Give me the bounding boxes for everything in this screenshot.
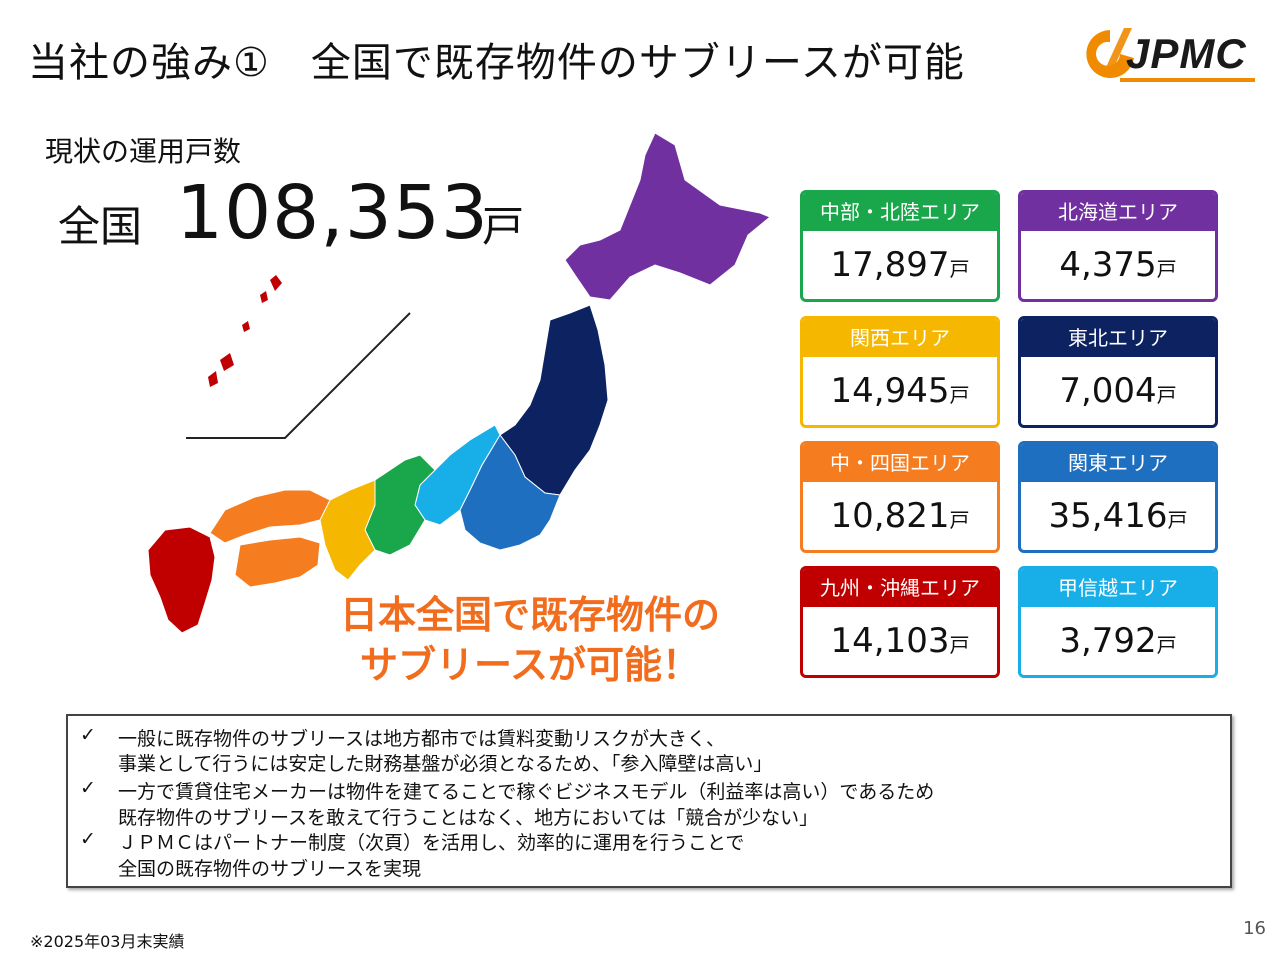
region-card-title: 北海道エリア (1021, 193, 1215, 231)
region-card-value: 7,004 (1059, 371, 1157, 411)
hokkaido-region (564, 132, 771, 301)
callout-line-1: 日本全国で既存物件の (339, 593, 720, 637)
footnote: ※2025年03月末実績 (30, 932, 185, 951)
chugoku-shikoku-region (209, 489, 331, 544)
region-card-value: 17,897 (830, 245, 950, 285)
region-card-value-wrap: 14,103戸 (803, 607, 997, 675)
region-card-koshinetsu: 甲信越エリア 3,792戸 (1018, 566, 1218, 678)
region-card-unit: 戸 (1156, 383, 1177, 407)
company-logo: JPMC (1080, 24, 1260, 84)
region-card-title: 中・四国エリア (803, 444, 997, 482)
region-card-unit: 戸 (949, 633, 970, 657)
kyushu-region (147, 526, 216, 634)
region-card-value-wrap: 3,792戸 (1021, 607, 1215, 675)
total-unit: 戸 (482, 202, 525, 251)
region-card-value-wrap: 14,945戸 (803, 357, 997, 425)
region-card-title: 中部・北陸エリア (803, 193, 997, 231)
japan-map (147, 132, 771, 634)
check-icon: ✓ (80, 724, 96, 746)
note-line: ＪＰＭＣはパートナー制度（次頁）を活用し、効率的に運用を行うことで (118, 832, 745, 854)
okinawa-region (208, 275, 282, 387)
note-line: 既存物件のサブリースを敢えて行うことはなく、地方においては「競合が少ない」 (118, 807, 819, 829)
region-card-unit: 戸 (1156, 257, 1177, 281)
logo-underline (1120, 78, 1255, 82)
notes-box: ✓ 一般に既存物件のサブリースは地方都市では賃料変動リスクが大きく、 事業として… (66, 714, 1232, 888)
region-card-title: 東北エリア (1021, 319, 1215, 357)
region-card-tohoku: 東北エリア 7,004戸 (1018, 316, 1218, 428)
note-line: 一方で賃貸住宅メーカーは物件を建てることで稼ぐビジネスモデル（利益率は高い）であ… (118, 781, 935, 803)
note-line: 一般に既存物件のサブリースは地方都市では賃料変動リスクが大きく、 (118, 728, 726, 750)
total-label: 全国 (58, 202, 143, 251)
region-card-value-wrap: 17,897戸 (803, 231, 997, 299)
shikoku-region (234, 536, 321, 588)
region-card-value: 14,103 (830, 621, 950, 661)
total-value: 108,353 (176, 170, 490, 256)
region-card-title: 関東エリア (1021, 444, 1215, 482)
check-icon: ✓ (80, 777, 96, 799)
note-line: 全国の既存物件のサブリースを実現 (118, 858, 422, 880)
region-card-value: 10,821 (830, 496, 950, 536)
region-card-title: 九州・沖縄エリア (803, 569, 997, 607)
logo-text: JPMC (1126, 30, 1247, 77)
region-card-value-wrap: 35,416戸 (1021, 482, 1215, 550)
note-line: 事業として行うには安定した財務基盤が必須となるため、「参入障壁は高い」 (118, 753, 773, 775)
region-card-unit: 戸 (1156, 633, 1177, 657)
region-card-title: 甲信越エリア (1021, 569, 1215, 607)
okinawa-inset-line (186, 312, 411, 439)
region-card-value-wrap: 7,004戸 (1021, 357, 1215, 425)
region-card-value: 3,792 (1059, 621, 1157, 661)
page-title: 当社の強み① 全国で既存物件のサブリースが可能 (28, 40, 965, 86)
region-card-chugoku-shikoku: 中・四国エリア 10,821戸 (800, 441, 1000, 553)
region-card-kansai: 関西エリア 14,945戸 (800, 316, 1000, 428)
region-card-value-wrap: 4,375戸 (1021, 231, 1215, 299)
logo-mark-icon (1086, 28, 1134, 78)
region-card-unit: 戸 (1167, 508, 1188, 532)
subtitle: 現状の運用戸数 (45, 135, 242, 168)
region-card-value-wrap: 10,821戸 (803, 482, 997, 550)
region-card-unit: 戸 (949, 383, 970, 407)
region-card-hokkaido: 北海道エリア 4,375戸 (1018, 190, 1218, 302)
check-icon: ✓ (80, 828, 96, 850)
chubu-region (364, 454, 436, 556)
region-card-title: 関西エリア (803, 319, 997, 357)
kansai-region (319, 479, 376, 581)
page-number: 16 (1243, 918, 1266, 939)
region-card-value: 35,416 (1048, 496, 1168, 536)
callout: 日本全国で既存物件の サブリースが可能！ (290, 590, 770, 690)
region-card-chubu: 中部・北陸エリア 17,897戸 (800, 190, 1000, 302)
region-card-value: 4,375 (1059, 245, 1157, 285)
region-card-unit: 戸 (949, 508, 970, 532)
region-card-unit: 戸 (949, 257, 970, 281)
region-card-kanto: 関東エリア 35,416戸 (1018, 441, 1218, 553)
callout-line-2: サブリースが可能！ (359, 643, 701, 687)
region-card-kyushu-okinawa: 九州・沖縄エリア 14,103戸 (800, 566, 1000, 678)
region-card-value: 14,945 (830, 371, 950, 411)
